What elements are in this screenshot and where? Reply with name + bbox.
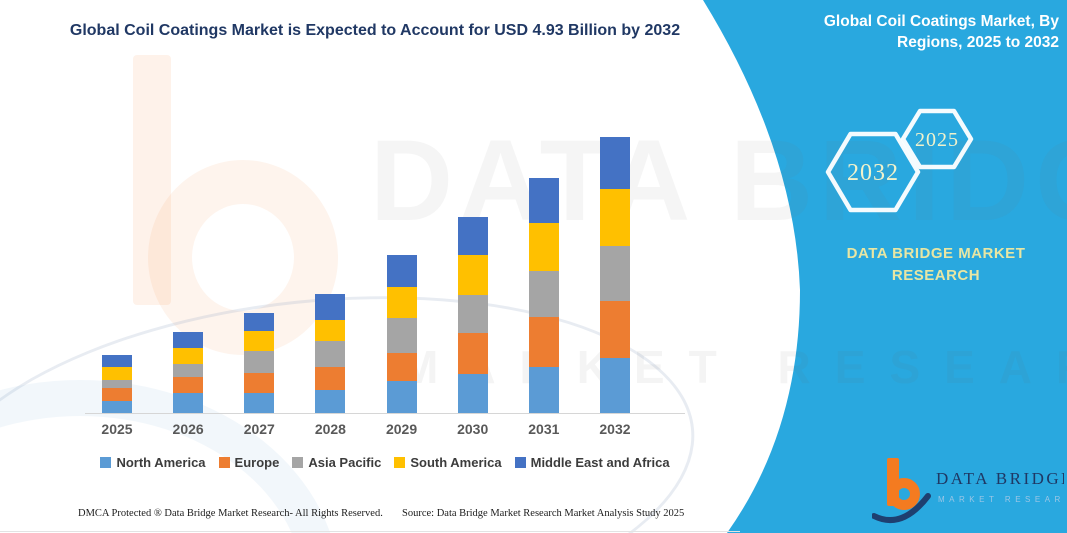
segment-2028-south-america [315, 320, 346, 341]
segment-2026-south-america [173, 348, 204, 364]
segment-2029-middle-east-and-africa [386, 255, 417, 287]
bar-2029 [386, 255, 417, 413]
segment-2026-north-america [173, 393, 204, 413]
segment-2028-middle-east-and-africa [315, 294, 346, 320]
segment-2029-asia-pacific [386, 318, 417, 353]
segment-2027-asia-pacific [244, 351, 275, 373]
segment-2025-north-america [102, 401, 132, 413]
segment-2030-middle-east-and-africa [457, 217, 488, 255]
data-bridge-logo: DATA BRIDGE MARKET RESEARCH [872, 458, 1064, 523]
legend-swatch-icon [394, 457, 406, 468]
logo-subtitle: MARKET RESEARCH [938, 495, 1064, 504]
axis-label-2031: 2031 [528, 421, 560, 437]
segment-2032-south-america [599, 189, 630, 246]
bottom-divider [0, 531, 740, 532]
segment-2028-asia-pacific [315, 341, 346, 367]
bar-2027 [244, 313, 275, 413]
segment-2027-north-america [244, 393, 275, 413]
legend-label: North America [116, 455, 206, 470]
axis-label-2026: 2026 [172, 421, 204, 437]
logo-swoosh-icon [872, 493, 931, 523]
chart-title: Global Coil Coatings Market is Expected … [69, 22, 681, 39]
hexagon-2032-icon [825, 131, 921, 213]
legend-label: Europe [234, 455, 280, 470]
source-footer-text: Source: Data Bridge Market Research Mark… [402, 508, 685, 519]
legend-item-middle-east-and-africa: Middle East and Africa [514, 455, 670, 470]
segment-2025-middle-east-and-africa [102, 355, 132, 367]
bar-2030 [457, 217, 488, 413]
x-axis-labels: 2025 2026 2027 2028 2029 2030 2031 2032 [85, 421, 685, 441]
segment-2030-south-america [457, 255, 488, 295]
bar-2026 [173, 332, 204, 413]
segment-2025-asia-pacific [102, 380, 132, 388]
segment-2030-europe [457, 333, 488, 374]
bar-2028 [315, 294, 346, 413]
panel-brand-text: DATA BRIDGE MARKET RESEARCH [846, 245, 1026, 284]
legend-label: Middle East and Africa [530, 455, 670, 470]
legend-item-asia-pacific: Asia Pacific [292, 455, 381, 470]
legend-item-south-america: South America [394, 455, 502, 470]
segment-2029-south-america [386, 287, 417, 318]
segment-2032-asia-pacific [599, 246, 630, 301]
bar-2025 [102, 355, 132, 413]
segment-2027-south-america [244, 331, 275, 351]
segment-2032-europe [599, 301, 630, 358]
segment-2028-north-america [315, 390, 346, 413]
axis-label-2027: 2027 [243, 421, 275, 437]
axis-label-2028: 2028 [314, 421, 346, 437]
segment-2027-europe [244, 373, 275, 393]
bar-2031 [528, 178, 559, 413]
segment-2032-middle-east-and-africa [599, 137, 630, 189]
axis-label-2032: 2032 [599, 421, 631, 437]
dmca-footer-text: DMCA Protected ® Data Bridge Market Rese… [78, 508, 383, 519]
legend-item-europe: Europe [218, 455, 280, 470]
hexagon-2025-icon [900, 108, 974, 170]
segment-2026-europe [173, 377, 204, 393]
legend-label: Asia Pacific [308, 455, 382, 470]
logo-b-bowl [888, 478, 920, 510]
segment-2031-asia-pacific [528, 271, 559, 317]
axis-label-2025: 2025 [101, 421, 133, 437]
segment-2026-middle-east-and-africa [173, 332, 204, 348]
chart-legend: North America Europe Asia Pacific South Ame… [60, 455, 710, 470]
logo-name: DATA BRIDGE [936, 469, 1064, 488]
legend-swatch-icon [514, 457, 526, 468]
segment-2027-middle-east-and-africa [244, 313, 275, 331]
hexagon-2032-label: 2032 [847, 160, 899, 186]
segment-2031-europe [528, 317, 559, 367]
legend-swatch-icon [218, 457, 230, 468]
segment-2031-south-america [528, 223, 559, 271]
axis-label-2030: 2030 [457, 421, 489, 437]
segment-2029-europe [386, 353, 417, 381]
segment-2025-south-america [102, 367, 132, 380]
hexagon-2025-label: 2025 [915, 129, 959, 151]
bar-2032 [599, 137, 630, 413]
legend-swatch-icon [100, 457, 112, 468]
legend-label: South America [410, 455, 502, 470]
year-hexagons: 2032 2025 [825, 108, 974, 213]
stacked-bar-plot [85, 123, 685, 414]
segment-2026-asia-pacific [173, 364, 204, 377]
segment-2030-north-america [457, 374, 488, 413]
segment-2025-europe [102, 388, 132, 401]
axis-label-2029: 2029 [385, 421, 418, 437]
segment-2030-asia-pacific [457, 295, 488, 333]
segment-2032-north-america [599, 358, 630, 413]
legend-item-north-america: North America [100, 455, 206, 470]
legend-swatch-icon [292, 457, 304, 468]
segment-2028-europe [315, 367, 346, 390]
segment-2031-middle-east-and-africa [528, 178, 559, 223]
panel-title: Global Coil Coatings Market, By Regions,… [823, 13, 1059, 51]
segment-2029-north-america [386, 381, 417, 413]
segment-2031-north-america [528, 367, 559, 413]
